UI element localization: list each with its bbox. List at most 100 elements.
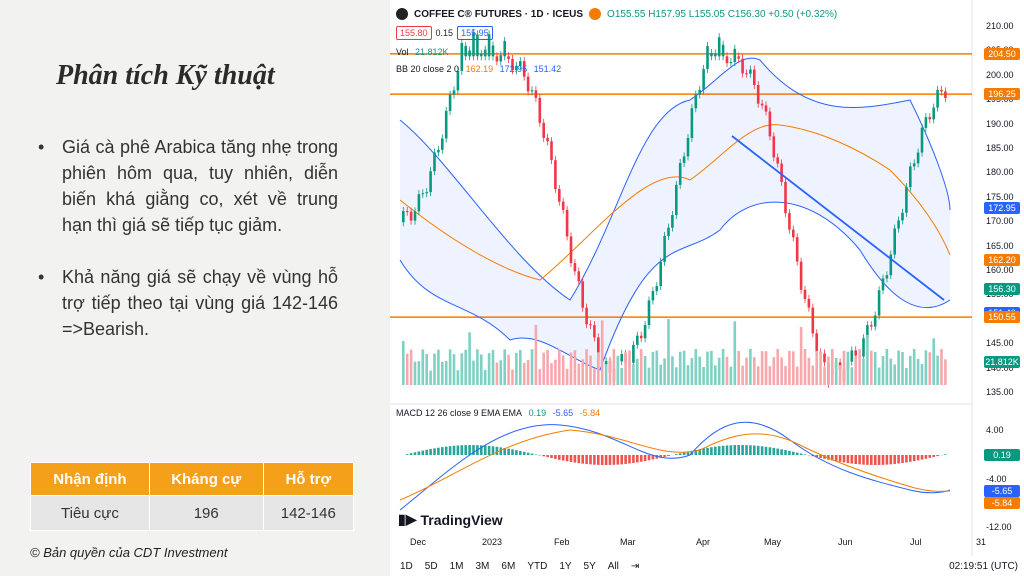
macd-histogram-bar [593,455,596,465]
candle-body [468,50,471,57]
macd-histogram-bar [901,455,904,464]
candle-body [936,89,939,108]
volume-bar [476,349,479,385]
candle-body [460,43,464,71]
price-axis-label: 165.00 [986,240,1014,251]
volume-bar [495,362,499,385]
goto-date-icon[interactable]: ⇥ [630,560,640,572]
volume-bar [468,332,471,385]
macd-histogram-bar [597,455,600,465]
macd-histogram-bar [565,455,569,462]
volume-bar [694,349,698,385]
macd-histogram-bar [905,455,908,463]
volume-bar [499,360,503,385]
candle-body [659,261,662,287]
volume-legend[interactable]: Vol 21.812K [396,47,453,57]
volume-bar [620,368,623,385]
bid-price[interactable]: 155.80 [396,26,432,40]
bullet-list: • Giá cà phê Arabica tăng nhẹ trong phiê… [38,134,338,368]
volume-bar [491,349,495,385]
candle-body [483,49,487,57]
candle-body [487,34,491,57]
volume-bar [503,349,506,385]
volume-bar [616,355,620,385]
candle-body [655,286,659,292]
macd-histogram-bar [795,452,799,455]
range-3m[interactable]: 3M [475,560,490,572]
range-6m[interactable]: 6M [501,560,516,572]
range-5d[interactable]: 5D [424,560,438,572]
candle-body [409,211,413,221]
tradingview-chart[interactable]: COFFEE C® FUTURES · 1D · ICEUS O155.55 H… [390,0,1024,576]
ask-price[interactable]: 155.95 [457,26,493,40]
range-1y[interactable]: 1Y [559,560,572,572]
bb-legend[interactable]: BB 20 close 2 0 162.19 172.95 151.42 [396,64,565,74]
volume-bar [456,370,460,385]
macd-histogram-bar [721,445,725,455]
candle-body [893,228,896,255]
time-axis-label: May [764,537,782,547]
table-cell-support: 142-146 [262,495,355,531]
candle-body [581,281,584,308]
macd-histogram-bar [873,455,877,465]
tradingview-logo: ▮▶ TradingView [398,511,503,528]
volume-bar [534,324,538,385]
volume-bar [881,356,885,385]
candle-body [554,160,557,190]
range-ytd[interactable]: YTD [527,560,548,572]
candle-body [507,56,510,59]
candle-body [928,117,932,120]
macd-histogram-bar [749,445,752,455]
macd-histogram-bar [452,445,456,455]
volume-bar [749,349,752,385]
volume-bar [690,358,694,385]
volume-bar [737,351,740,385]
candle-body [702,69,705,90]
symbol-name[interactable]: COFFEE C® FUTURES · 1D · ICEUS [414,8,584,20]
volume-bar [515,352,518,385]
volume-bar [916,358,920,385]
candle-body [749,69,752,74]
volume-bar [550,363,553,385]
range-1m[interactable]: 1M [449,560,464,572]
volume-bar [675,367,678,385]
bb-label: BB 20 close 2 0 [396,64,460,74]
candle-body [448,94,452,111]
candle-body [877,290,881,316]
volume-value: 21.812K [415,47,449,57]
market-status-icon [589,8,602,20]
macd-histogram-bar [675,454,678,455]
macd-legend[interactable]: MACD 12 26 close 9 EMA EMA 0.19 -5.65 -5… [396,408,604,418]
volume-bar [714,365,717,385]
macd-histogram-bar [686,451,690,455]
bullet-item: • Giá cà phê Arabica tăng nhẹ trong phiê… [38,134,338,238]
macd-histogram-bar [558,455,561,460]
volume-bar [834,358,838,385]
range-all[interactable]: All [607,560,619,572]
macd-histogram-bar [577,455,581,464]
bullet-dot-icon: • [38,137,45,157]
utc-clock[interactable]: 02:19:51 (UTC) [949,560,1018,572]
macd-histogram-bar [698,449,701,455]
candle-body [542,122,545,138]
range-5y[interactable]: 5Y [583,560,596,572]
macd-histogram-bar [710,447,713,455]
range-1d[interactable]: 1D [400,560,413,572]
volume-bar [877,367,881,385]
volume-bar [608,359,612,385]
candle-body [678,162,682,185]
volume-bar [546,350,549,385]
candle-body [675,184,678,216]
candle-body [589,324,592,326]
chart-canvas[interactable] [390,0,1024,556]
candle-body [651,291,655,301]
volume-bar [561,355,565,385]
volume-bar [838,365,842,385]
macd-histogram-bar [729,445,733,455]
volume-bar [647,367,651,385]
bullet-text: Khả năng giá sẽ chạy về vùng hỗ trợ tiếp… [62,267,338,339]
macd-histogram-bar [460,445,464,455]
volume-bar [628,350,631,385]
candle-body [799,261,803,290]
volume-bar [905,367,908,385]
